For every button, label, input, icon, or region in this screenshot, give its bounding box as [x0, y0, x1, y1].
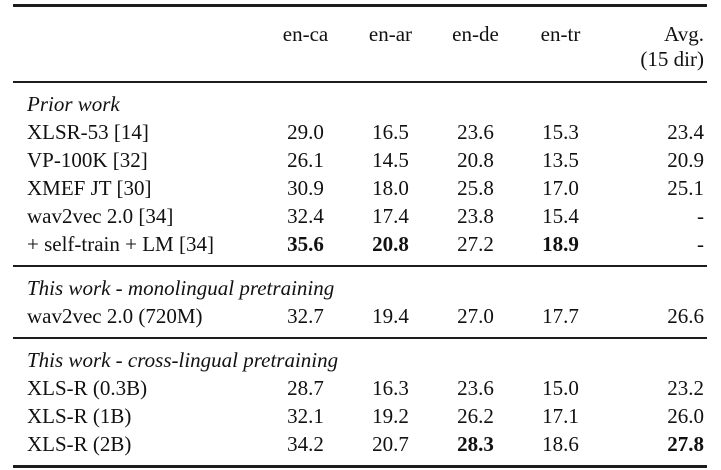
table-row: XLS-R (0.3B) 28.7 16.3 23.6 15.0 23.2: [13, 374, 707, 402]
table-row: XLS-R (2B) 34.2 20.7 28.3 18.6 27.8: [13, 430, 707, 467]
cell-value: -: [697, 204, 704, 228]
cell-value: 27.2: [457, 232, 494, 256]
col-header-avg: Avg. (15 dir): [603, 6, 707, 83]
cell-value-best: 18.9: [542, 232, 579, 256]
section-title-row: This work - monolingual pretraining: [13, 266, 707, 302]
cell-value: 19.4: [372, 304, 409, 328]
cell-value: 16.3: [372, 376, 409, 400]
table-row: VP-100K [32] 26.1 14.5 20.8 13.5 20.9: [13, 146, 707, 174]
section-title-row: This work - cross-lingual pretraining: [13, 338, 707, 374]
table-row: XLS-R (1B) 32.1 19.2 26.2 17.1 26.0: [13, 402, 707, 430]
cell-value-best: 28.3: [457, 432, 494, 456]
row-label: + self-train + LM [34]: [27, 232, 214, 256]
section-title-row: Prior work: [13, 82, 707, 118]
cell-value: 32.7: [287, 304, 324, 328]
header-row: en-ca en-ar en-de en-tr Avg. (15 dir): [13, 6, 707, 83]
table-row: wav2vec 2.0 (720M) 32.7 19.4 27.0 17.7 2…: [13, 302, 707, 338]
cell-value: 17.1: [542, 404, 579, 428]
cell-value: 32.1: [287, 404, 324, 428]
cell-value: 23.6: [457, 376, 494, 400]
avg-header-line1: Avg.: [664, 22, 704, 46]
col-header-en-ca: en-ca: [282, 22, 329, 46]
section-title: This work - monolingual pretraining: [27, 276, 335, 300]
cell-value: 18.6: [542, 432, 579, 456]
cell-value: 26.0: [667, 404, 704, 428]
cell-value: 23.2: [667, 376, 704, 400]
cell-value: 23.6: [457, 120, 494, 144]
cell-value: 26.6: [667, 304, 704, 328]
section-title: This work - cross-lingual pretraining: [27, 348, 339, 372]
cell-value: 17.0: [542, 176, 579, 200]
row-label: VP-100K [32]: [27, 148, 148, 172]
cell-value: 15.0: [542, 376, 579, 400]
table-row: wav2vec 2.0 [34] 32.4 17.4 23.8 15.4 -: [13, 202, 707, 230]
cell-value: 26.1: [287, 148, 324, 172]
row-label: XLS-R (1B): [27, 404, 132, 428]
cell-value: 15.4: [542, 204, 579, 228]
cell-value: 17.4: [372, 204, 409, 228]
cell-value: 17.7: [542, 304, 579, 328]
section-prior-work: Prior work XLSR-53 [14] 29.0 16.5 23.6 1…: [13, 82, 707, 266]
cell-value: 26.2: [457, 404, 494, 428]
table-row: XLSR-53 [14] 29.0 16.5 23.6 15.3 23.4: [13, 118, 707, 146]
cell-value: 20.7: [372, 432, 409, 456]
col-header-en-de: en-de: [452, 22, 499, 46]
row-label: XLS-R (2B): [27, 432, 132, 456]
avg-header-line2: (15 dir): [640, 47, 704, 71]
cell-value: 23.4: [667, 120, 704, 144]
cell-value: 20.9: [667, 148, 704, 172]
cell-value: 18.0: [372, 176, 409, 200]
col-header-en-tr: en-tr: [540, 22, 581, 46]
cell-value: 29.0: [287, 120, 324, 144]
row-label: XLSR-53 [14]: [27, 120, 149, 144]
cell-value: 34.2: [287, 432, 324, 456]
cell-value: 28.7: [287, 376, 324, 400]
cell-value: 13.5: [542, 148, 579, 172]
corner-cell: [13, 6, 263, 83]
section-monolingual: This work - monolingual pretraining wav2…: [13, 266, 707, 338]
cell-value: 30.9: [287, 176, 324, 200]
section-title: Prior work: [27, 92, 120, 116]
table-row: + self-train + LM [34] 35.6 20.8 27.2 18…: [13, 230, 707, 266]
cell-value: 19.2: [372, 404, 409, 428]
cell-value: 16.5: [372, 120, 409, 144]
cell-value-best: 20.8: [372, 232, 409, 256]
results-table: en-ca en-ar en-de en-tr Avg. (15 dir) Pr…: [13, 4, 707, 468]
col-header-en-ar: en-ar: [368, 22, 413, 46]
cell-value: 27.0: [457, 304, 494, 328]
row-label: XLS-R (0.3B): [27, 376, 148, 400]
row-label: wav2vec 2.0 [34]: [27, 204, 174, 228]
cell-value: 23.8: [457, 204, 494, 228]
cell-value: 15.3: [542, 120, 579, 144]
table-row: XMEF JT [30] 30.9 18.0 25.8 17.0 25.1: [13, 174, 707, 202]
row-label: XMEF JT [30]: [27, 176, 152, 200]
cell-value-best: 35.6: [287, 232, 324, 256]
cell-value: 25.1: [667, 176, 704, 200]
cell-value: 20.8: [457, 148, 494, 172]
cell-value: 14.5: [372, 148, 409, 172]
section-cross-lingual: This work - cross-lingual pretraining XL…: [13, 338, 707, 467]
cell-value: 32.4: [287, 204, 324, 228]
row-label: wav2vec 2.0 (720M): [27, 304, 203, 328]
cell-value: 25.8: [457, 176, 494, 200]
table-header: en-ca en-ar en-de en-tr Avg. (15 dir): [13, 6, 707, 83]
cell-value: -: [697, 232, 704, 256]
cell-value-best: 27.8: [667, 432, 704, 456]
